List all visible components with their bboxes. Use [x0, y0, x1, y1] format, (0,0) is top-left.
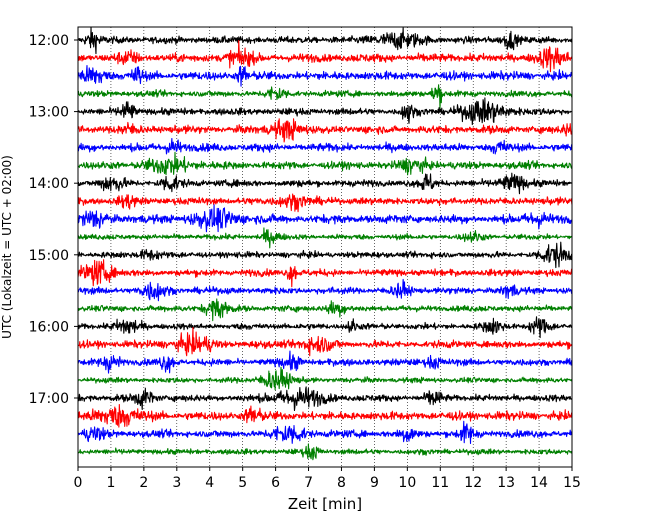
x-tick-label: 7 [304, 475, 313, 491]
y-tick-label: 16:00 [29, 319, 69, 335]
y-axis-label: UTC (Lokalzeit = UTC + 02:00) [0, 155, 14, 339]
x-tick-label: 0 [74, 475, 83, 491]
x-axis-ticks: 0 1 2 3 4 5 6 7 8 9 10 11 12 13 14 15 [74, 467, 581, 491]
y-axis-ticks: 12:00 13:00 14:00 15:00 16:00 17:00 [29, 33, 78, 407]
trace-line-1715 [77, 403, 573, 428]
trace-line-1230 [77, 65, 573, 87]
trace-line-1545 [77, 298, 573, 322]
trace-line-1330 [77, 137, 573, 155]
x-axis-label: Zeit [min] [288, 495, 362, 513]
trace-line-1215 [77, 39, 573, 73]
y-tick-label: 14:00 [29, 176, 69, 192]
x-tick-label: 11 [431, 475, 449, 491]
trace-line-1445 [77, 227, 573, 249]
trace-line-1400 [77, 172, 573, 195]
trace-line-1615 [77, 326, 573, 357]
trace-line-1345 [77, 151, 573, 176]
x-tick-label: 10 [398, 475, 416, 491]
trace-line-1245 [77, 84, 573, 110]
trace-line-1415 [77, 193, 573, 213]
x-tick-label: 5 [238, 475, 247, 491]
trace-line-1645 [77, 366, 573, 391]
x-tick-label: 13 [497, 475, 515, 491]
x-tick-label: 15 [563, 475, 581, 491]
trace-line-1200 [77, 26, 573, 55]
x-tick-label: 8 [337, 475, 346, 491]
trace-line-1745 [77, 443, 573, 461]
trace-line-1700 [77, 386, 573, 412]
seismic-traces [77, 26, 573, 461]
trace-line-1630 [77, 350, 573, 374]
trace-line-1530 [77, 278, 573, 302]
x-tick-label: 4 [205, 475, 214, 491]
y-tick-label: 12:00 [29, 33, 69, 49]
trace-line-1430 [77, 204, 573, 233]
trace-line-1315 [77, 118, 573, 143]
x-tick-label: 6 [271, 475, 280, 491]
x-tick-label: 9 [370, 475, 379, 491]
y-tick-label: 17:00 [29, 391, 69, 407]
x-tick-label: 3 [172, 475, 181, 491]
x-tick-label: 12 [464, 475, 482, 491]
x-tick-label: 14 [530, 475, 548, 491]
plot-frame [77, 26, 573, 468]
trace-line-1730 [77, 420, 573, 445]
y-tick-label: 15:00 [29, 248, 69, 264]
trace-line-1600 [77, 316, 573, 339]
x-tick-label: 2 [139, 475, 148, 491]
trace-line-1300 [77, 97, 573, 126]
trace-line-1515 [77, 259, 573, 288]
y-tick-label: 13:00 [29, 105, 69, 121]
x-tick-label: 1 [106, 475, 115, 491]
trace-line-1500 [77, 241, 573, 269]
